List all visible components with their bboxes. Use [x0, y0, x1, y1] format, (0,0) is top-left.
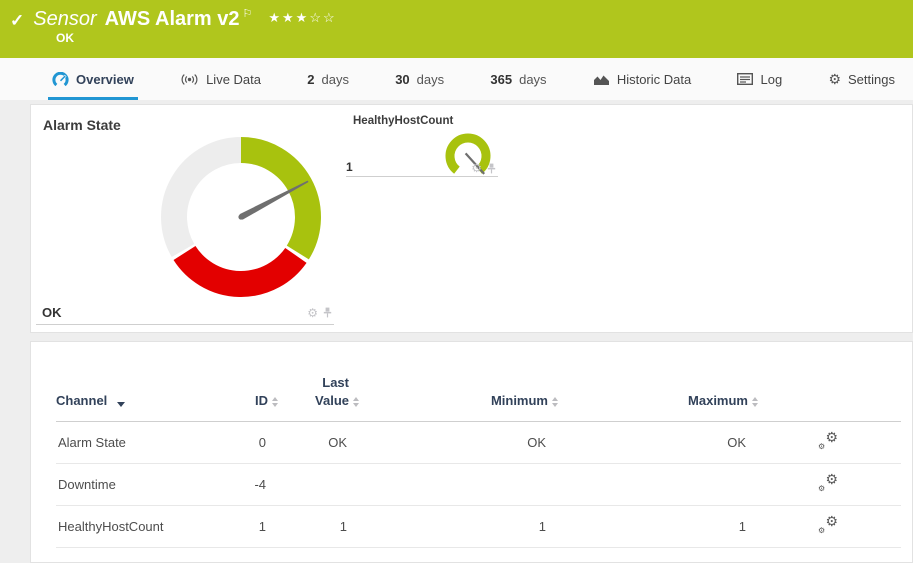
alarm-state-gauge-footer: OK ⚙: [36, 301, 334, 325]
alarm-state-gauge-title: Alarm State: [43, 117, 121, 133]
channel-id-cell: -4: [231, 463, 278, 507]
healthy-host-count-value: 1: [346, 160, 353, 174]
channel-maximum-cell: [558, 463, 758, 507]
mini-gauge-needle: [464, 152, 486, 175]
tab-365-days[interactable]: 365 days: [486, 58, 550, 100]
tab-log[interactable]: Log: [733, 58, 786, 100]
gauge-settings-gear-icon[interactable]: ⚙: [307, 305, 318, 320]
live-data-icon: [181, 73, 198, 85]
column-header-edit: [758, 360, 901, 423]
alarm-state-gauge: [161, 137, 321, 297]
channel-last-value-cell: [278, 463, 359, 507]
sort-both-icon: [752, 397, 758, 408]
tab-2-days-number: 2: [307, 71, 315, 87]
settings-gear-icon: ⚙: [828, 70, 841, 87]
tab-365-days-unit: days: [519, 71, 547, 87]
healthy-host-count-gauge: [445, 133, 491, 175]
flag-icon[interactable]: ⚐: [242, 8, 253, 20]
channels-table: Channel ID Last Value Minimum Maximum: [56, 360, 901, 549]
log-icon: [737, 73, 754, 85]
gauge-unused-segment: [161, 137, 242, 257]
gauge-needle: [239, 180, 309, 220]
sort-both-icon: [353, 397, 359, 408]
sort-both-icon: [552, 397, 558, 408]
channel-name-cell[interactable]: Alarm State: [56, 421, 231, 465]
tab-2-days[interactable]: 2 days: [303, 58, 353, 100]
tab-bar: Overview Live Data 2 days 30 days 365 da…: [0, 58, 913, 100]
gauges-panel: Alarm State OK ⚙ HealthyHostCount 1 ⚙: [30, 104, 913, 333]
sensor-header: ✓ Sensor AWS Alarm v2 ⚐ ★★★☆☆ OK: [0, 0, 913, 58]
gauge-settings-gear-icon[interactable]: ⚙: [471, 161, 482, 175]
gauge-ok-segment: [240, 137, 321, 260]
sensor-status-text: OK: [56, 31, 74, 45]
tab-log-label: Log: [760, 71, 783, 87]
star-rating[interactable]: ★★★☆☆: [268, 10, 337, 25]
tab-settings-label: Settings: [848, 71, 895, 87]
sort-both-icon: [272, 397, 278, 408]
historic-data-icon: [593, 75, 609, 85]
mini-gauge-arc: [445, 133, 491, 174]
channel-name-cell[interactable]: Downtime: [56, 463, 231, 507]
gauge-icon: [52, 71, 69, 86]
channels-panel: Channel ID Last Value Minimum Maximum: [30, 341, 913, 563]
channel-id-cell: 1: [231, 505, 278, 549]
table-row: HealthyHostCount 1 1 1 1 ⚙ ⚙: [56, 505, 901, 549]
tab-2-days-unit: days: [321, 71, 349, 87]
tab-settings[interactable]: ⚙ Settings: [824, 58, 899, 100]
channel-settings-icon[interactable]: ⚙ ⚙: [818, 471, 838, 494]
column-header-last-value[interactable]: Last Value: [278, 360, 359, 423]
channel-settings-icon[interactable]: ⚙ ⚙: [818, 513, 838, 536]
healthy-host-count-footer: 1 ⚙: [346, 155, 498, 177]
column-header-minimum[interactable]: Minimum: [359, 360, 558, 423]
channel-last-value-cell: OK: [278, 421, 359, 465]
table-row: Alarm State 0 OK OK OK ⚙ ⚙: [56, 421, 901, 465]
channel-id-cell: 0: [231, 421, 278, 465]
channel-minimum-cell: OK: [359, 421, 558, 465]
tab-365-days-number: 365: [490, 71, 513, 87]
column-header-id[interactable]: ID: [231, 360, 278, 423]
tab-overview-label: Overview: [76, 71, 134, 87]
tab-30-days-unit: days: [416, 71, 445, 87]
column-header-channel[interactable]: Channel: [56, 360, 231, 423]
channel-minimum-cell: 1: [359, 505, 558, 549]
channel-maximum-cell: OK: [558, 421, 758, 465]
pin-icon[interactable]: [487, 163, 496, 174]
tab-historic-data-label: Historic Data: [616, 71, 692, 87]
sort-desc-icon: [117, 402, 126, 408]
tab-overview[interactable]: Overview: [48, 58, 138, 100]
sensor-title: AWS Alarm v2: [104, 8, 240, 30]
channel-name-cell[interactable]: HealthyHostCount: [56, 505, 231, 549]
channel-maximum-cell: 1: [558, 505, 758, 549]
object-kind-label: Sensor: [33, 8, 97, 30]
tab-live-data[interactable]: Live Data: [176, 58, 265, 100]
gauge-needle-hub: [238, 214, 244, 220]
tab-30-days-number: 30: [395, 71, 410, 87]
channel-minimum-cell: [359, 463, 558, 507]
pin-icon[interactable]: [323, 307, 332, 318]
healthy-host-count-title: HealthyHostCount: [353, 115, 454, 127]
channel-settings-icon[interactable]: ⚙ ⚙: [818, 429, 838, 452]
table-header-row: Channel ID Last Value Minimum Maximum: [56, 360, 901, 423]
status-check-icon: ✓: [10, 11, 25, 30]
tab-30-days[interactable]: 30 days: [391, 58, 448, 100]
column-header-maximum[interactable]: Maximum: [558, 360, 758, 423]
tab-historic-data[interactable]: Historic Data: [589, 58, 695, 100]
tab-live-data-label: Live Data: [206, 71, 261, 87]
gauge-error-segment: [173, 245, 307, 297]
alarm-state-gauge-value: OK: [42, 305, 62, 320]
channel-last-value-cell: 1: [278, 505, 359, 549]
table-row: Downtime -4 ⚙ ⚙: [56, 463, 901, 507]
